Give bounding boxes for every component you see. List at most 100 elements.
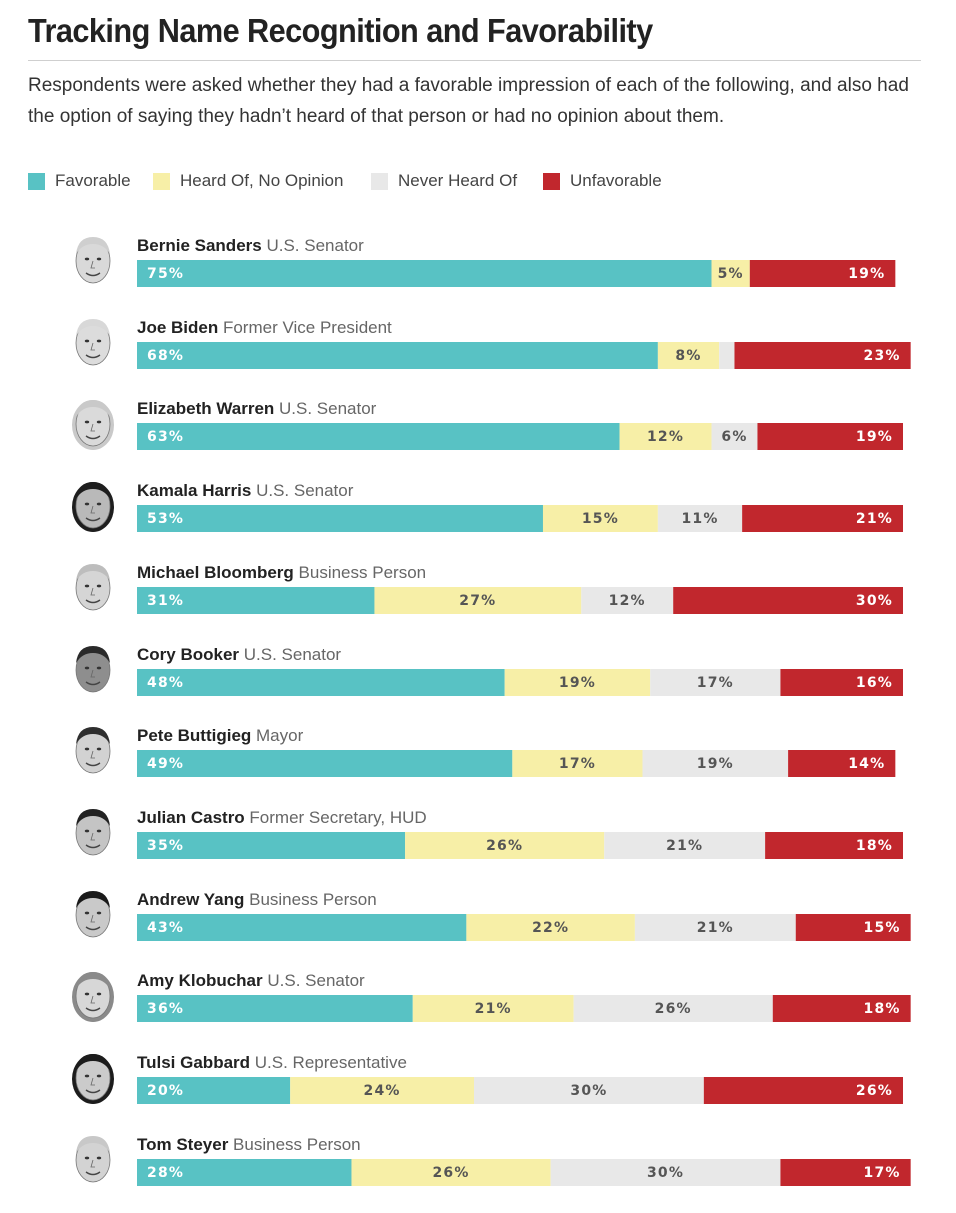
bar-label-never-heard: 17%	[697, 675, 734, 691]
candidate-name: Joe Biden	[137, 317, 219, 337]
bar-label-heard-of: 17%	[559, 756, 596, 772]
stacked-bar: 43% 22% 21% 15%	[137, 913, 911, 941]
bar-segment-unfavorable	[772, 995, 911, 1023]
bar-segment-never-heard	[581, 586, 674, 614]
bar-label-unfavorable: 18%	[864, 1001, 901, 1017]
bar-segment-favorable	[137, 260, 712, 287]
bar-label-favorable: 31%	[147, 593, 184, 609]
bar-label-favorable: 53%	[147, 511, 184, 527]
chart-subtitle: Respondents were asked whether they had …	[28, 75, 909, 127]
candidate-role: U.S. Representative	[250, 1053, 407, 1072]
portrait-amy-klobuchar	[68, 967, 118, 1023]
bar-segment-favorable	[137, 1077, 291, 1104]
bar-segment-favorable	[137, 1158, 352, 1186]
bar-label-favorable: 28%	[147, 1165, 184, 1181]
row-heading: Michael Bloomberg Business Person	[137, 563, 426, 583]
bar-label-unfavorable: 23%	[864, 348, 901, 364]
portrait-andrew-yang	[68, 886, 118, 942]
bar-segment-favorable	[137, 586, 375, 614]
legend-label-unfavorable: Unfavorable	[570, 171, 662, 190]
legend-swatch-favorable	[28, 172, 45, 190]
bar-segment-heard-of	[619, 423, 712, 451]
bar-segment-favorable	[137, 668, 505, 696]
bar-label-heard-of: 27%	[459, 593, 496, 609]
bar-segment-unfavorable	[780, 1158, 911, 1186]
bar-label-heard-of: 12%	[647, 429, 684, 445]
candidate-name: Bernie Sanders	[137, 236, 262, 255]
portrait-julian-castro	[68, 804, 118, 860]
bar-segment-favorable	[137, 995, 413, 1023]
bar-segment-unfavorable	[795, 913, 911, 941]
bar-segment-heard-of	[466, 913, 635, 941]
row-heading: Joe Biden Former Vice President	[137, 318, 392, 338]
chart-row-kamala-harris: Kamala Harris U.S. Senator 53% 15% 11% 21%	[0, 477, 956, 559]
candidate-name: Tom Steyer	[137, 1134, 229, 1154]
bar-segment-never-heard	[642, 750, 789, 778]
row-heading: Tom Steyer Business Person	[137, 1135, 361, 1155]
candidate-name: Cory Booker	[137, 644, 240, 664]
candidate-role: Former Secretary, HUD	[244, 807, 427, 827]
portrait-michael-bloomberg	[68, 559, 118, 615]
chart-row-joe-biden: Joe Biden Former Vice President 68% 8% 23%	[0, 314, 956, 396]
portrait-kamala-harris	[68, 477, 118, 533]
bar-segment-unfavorable	[788, 750, 896, 778]
portrait-cory-booker	[68, 641, 118, 697]
bar-label-favorable: 43%	[147, 920, 184, 936]
bar-segment-heard-of	[351, 1158, 551, 1186]
candidate-name: Kamala Harris	[137, 481, 252, 501]
candidate-role: Mayor	[251, 726, 304, 746]
bar-label-heard-of: 24%	[364, 1083, 401, 1099]
stacked-bar: 53% 15% 11% 21%	[137, 505, 903, 533]
bar-label-never-heard: 26%	[655, 1001, 692, 1017]
bar-segment-heard-of	[290, 1077, 475, 1104]
candidate-name: Pete Buttigieg	[137, 726, 252, 746]
legend-swatch-never-heard	[371, 172, 388, 190]
bar-segment-unfavorable	[742, 505, 903, 533]
stacked-bar: 36% 21% 26% 18%	[137, 995, 911, 1023]
bar-label-never-heard: 11%	[681, 511, 718, 527]
legend-item-favorable: Favorable	[28, 170, 131, 192]
bar-segment-favorable	[137, 831, 406, 859]
bar-label-never-heard: 21%	[666, 838, 703, 854]
bar-segment-unfavorable	[749, 260, 896, 287]
bar-segment-heard-of	[542, 505, 658, 533]
bar-label-unfavorable: 19%	[856, 429, 893, 445]
bar-segment-unfavorable	[757, 423, 903, 451]
bar-segment-heard-of	[504, 668, 651, 696]
portrait-joe-biden	[68, 314, 118, 370]
bar-segment-unfavorable	[673, 586, 903, 614]
bar-label-unfavorable: 16%	[856, 675, 893, 691]
bar-segment-heard-of	[711, 260, 750, 287]
bar-label-heard-of: 21%	[475, 1001, 512, 1017]
row-heading: Bernie Sanders U.S. Senator	[137, 236, 364, 256]
bar-segment-never-heard	[573, 995, 773, 1023]
chart-row-bernie-sanders: Bernie Sanders U.S. Senator 75% 5% 19%	[0, 232, 956, 314]
row-heading: Julian Castro Former Secretary, HUD	[137, 808, 427, 828]
row-heading: Andrew Yang Business Person	[137, 890, 377, 910]
bar-segment-never-heard	[550, 1158, 781, 1186]
stacked-bar: 35% 26% 21% 18%	[137, 831, 903, 859]
row-heading: Amy Klobuchar U.S. Senator	[137, 971, 365, 991]
bar-label-unfavorable: 26%	[856, 1083, 893, 1099]
bar-label-heard-of: 5%	[718, 266, 744, 282]
candidate-role: Business Person	[244, 889, 377, 909]
legend-label-heard-of: Heard Of, No Opinion	[180, 171, 344, 190]
stacked-bar: 75% 5% 19%	[137, 260, 896, 287]
bar-label-favorable: 68%	[147, 348, 184, 364]
bar-segment-never-heard	[650, 668, 781, 696]
candidate-name: Amy Klobuchar	[137, 971, 263, 991]
chart-row-tom-steyer: Tom Steyer Business Person 28% 26% 30% 17%	[0, 1131, 956, 1213]
chart-row-michael-bloomberg: Michael Bloomberg Business Person 31% 27% 1…	[0, 559, 956, 641]
stacked-bar: 31% 27% 12% 30%	[137, 586, 903, 614]
portrait-pete-buttigieg	[68, 722, 118, 778]
bar-segment-never-heard	[711, 423, 758, 451]
candidate-name: Michael Bloomberg	[137, 562, 294, 582]
bar-segment-favorable	[137, 505, 543, 533]
candidate-name: Andrew Yang	[137, 889, 245, 909]
stacked-bar: 20% 24% 30% 26%	[137, 1077, 903, 1104]
bar-label-never-heard: 12%	[609, 593, 646, 609]
bar-label-never-heard: 19%	[697, 756, 734, 772]
portrait-tulsi-gabbard	[68, 1049, 118, 1105]
bar-label-heard-of: 26%	[486, 838, 523, 854]
row-heading: Pete Buttigieg Mayor	[137, 726, 303, 746]
